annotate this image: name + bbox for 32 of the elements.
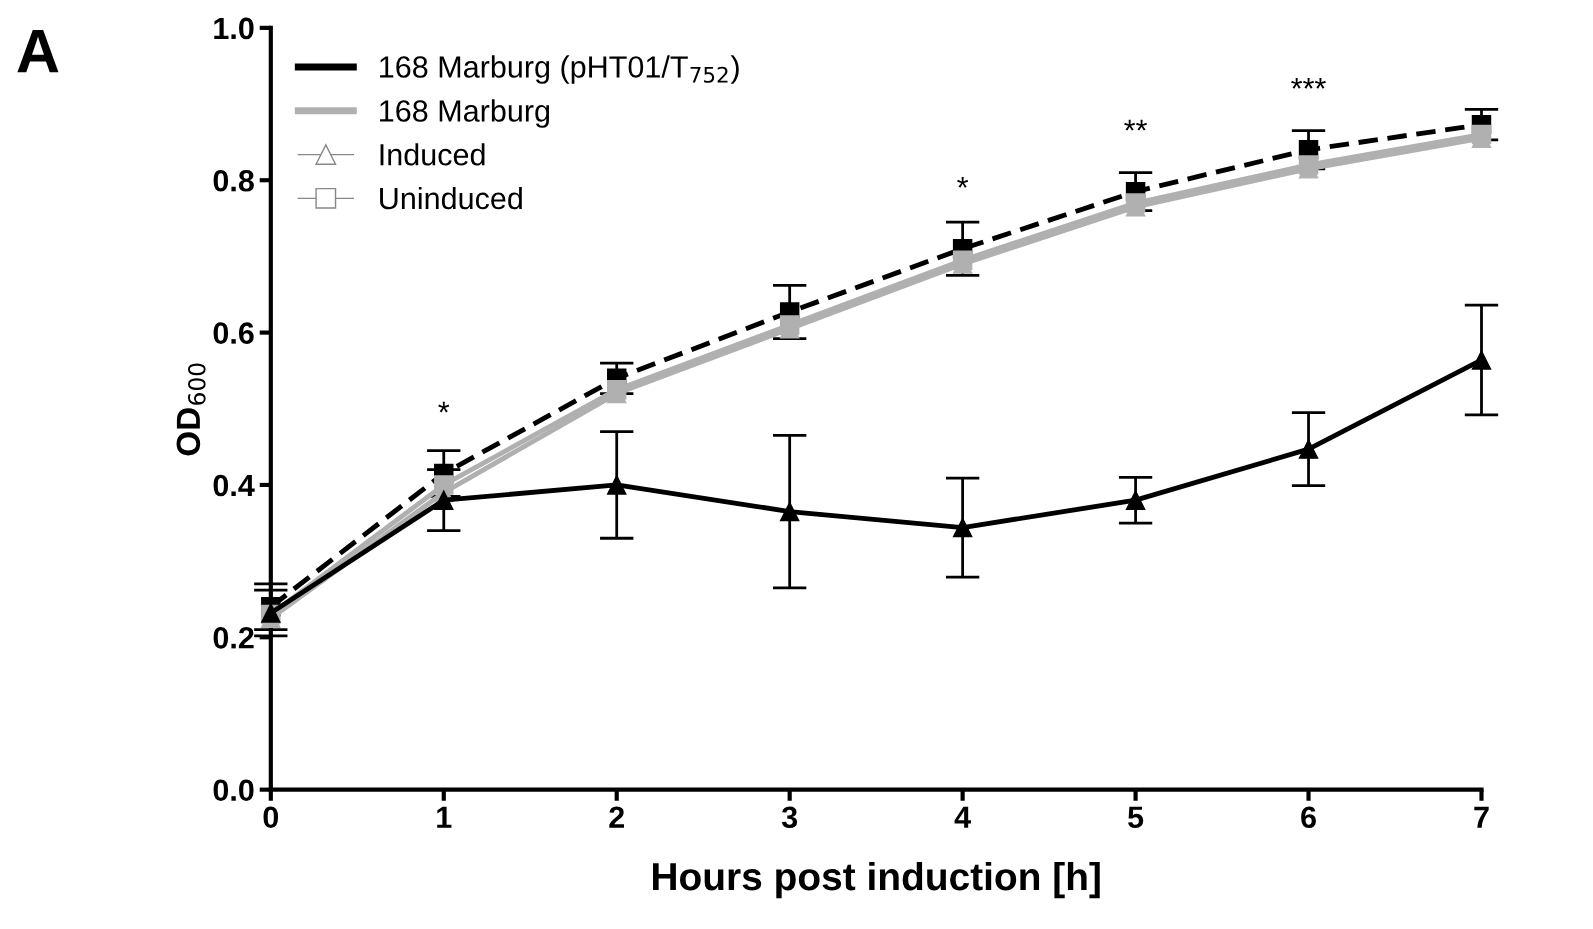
annotation: ***: [1291, 77, 1326, 89]
point: [1471, 350, 1492, 370]
x-tick-label: 1: [437, 806, 452, 828]
x-axis-title: Hours post induction [h]: [653, 861, 1100, 899]
point: [606, 475, 627, 495]
point: [1298, 439, 1319, 459]
annotation: Uninduced: [380, 186, 522, 210]
x-tick-label: 4: [954, 806, 971, 828]
annotation: **: [1124, 119, 1147, 131]
point: [1125, 490, 1146, 510]
annotation: *: [957, 176, 969, 188]
x-tick-label: 2: [609, 806, 624, 828]
x-tick-label: 7: [1474, 806, 1489, 828]
point: [779, 501, 800, 522]
y-axis-title: OD$_{600}$: [176, 363, 206, 456]
y-tick-label: 0.6: [213, 322, 254, 344]
point: [952, 517, 973, 538]
x-tick-label: 0: [263, 806, 279, 829]
x-tick-label: 3: [781, 806, 798, 829]
y-tick-label: 0.8: [213, 169, 254, 192]
y-tick-label: 0.0: [213, 779, 254, 802]
annotation: Induced: [380, 143, 485, 166]
annotation: *: [438, 401, 450, 413]
y-tick-label: 0.4: [213, 474, 255, 497]
y-tick-label: 0.2: [213, 627, 254, 649]
legend-label: 168 Marburg: [380, 99, 550, 128]
point: [434, 490, 454, 510]
x-tick-label: 6: [1301, 806, 1316, 829]
x-tick-label: 5: [1128, 806, 1144, 829]
y-tick-label: 1.0: [214, 17, 254, 40]
legend-label: 168 Marburg (pHT01/T$_{752}$): [380, 55, 739, 84]
text: A: [17, 30, 59, 73]
